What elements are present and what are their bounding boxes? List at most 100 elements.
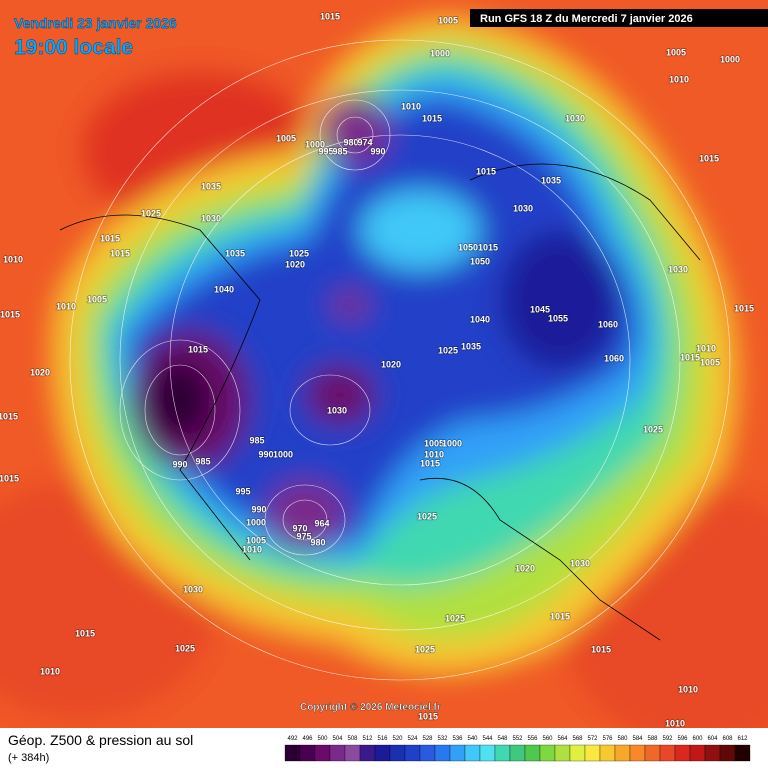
- isobar-label: 990: [251, 504, 266, 514]
- isobar-label: 1025: [175, 643, 195, 653]
- isobar-label: 1020: [285, 259, 305, 269]
- colorbar-label: 540: [467, 736, 478, 742]
- colorbar-cell: [644, 744, 661, 762]
- isobar-label: 1025: [643, 424, 663, 434]
- isobar-label: 1015: [478, 242, 498, 252]
- isobar-label: 1040: [470, 314, 490, 324]
- isobar-label: 1015: [110, 248, 130, 258]
- colorbar-label: 600: [692, 736, 703, 742]
- colorbar-label: 596: [677, 736, 688, 742]
- colorbar-label: 552: [512, 736, 523, 742]
- colorbar-cell: [659, 744, 676, 762]
- colorbar-label: 520: [392, 736, 403, 742]
- isobar-label: 990: [370, 146, 385, 156]
- colorbar-cell: [524, 744, 541, 762]
- colorbar-cell: [374, 744, 391, 762]
- colorbar-cell: [719, 744, 736, 762]
- colorbar-label: 548: [497, 736, 508, 742]
- isobar-label: 1025: [438, 345, 458, 355]
- isobar-label: 985: [195, 456, 210, 466]
- isobar-label: 1025: [415, 644, 435, 654]
- legend-title: Géop. Z500 & pression au sol: [8, 732, 193, 748]
- colorbar-label: 576: [602, 736, 613, 742]
- colorbar-cell: [464, 744, 481, 762]
- isobar-label: 1025: [417, 511, 437, 521]
- isobar-label: 1015: [320, 11, 340, 21]
- colorbar-cell: [569, 744, 586, 762]
- isobar-label: 1020: [381, 359, 401, 369]
- isobar-label: 1015: [420, 458, 440, 468]
- colorbar-label: 584: [632, 736, 643, 742]
- isobar-label: 1000: [246, 517, 266, 527]
- run-info: Run GFS 18 Z du Mercredi 7 janvier 2026: [480, 13, 693, 25]
- isobar-label: 1015: [734, 303, 754, 313]
- colorbar-cell: [599, 744, 616, 762]
- isobar-label: 1015: [591, 644, 611, 654]
- isobar-label: 995: [235, 486, 250, 496]
- colorbar-label: 612: [737, 736, 748, 742]
- isobar-label: 1000: [430, 48, 450, 58]
- colorbar-cell: [689, 744, 706, 762]
- colorbar-label: 608: [722, 736, 733, 742]
- isobar-label: 1030: [513, 203, 533, 213]
- isobar-label: 1015: [100, 233, 120, 243]
- isobar-label: 1000: [305, 139, 325, 149]
- isobar-label: 964: [314, 518, 329, 528]
- colorbar-cell: [359, 744, 376, 762]
- isobar-label: 1030: [327, 405, 347, 415]
- isobar-label: 1030: [565, 113, 585, 123]
- isobar-label: 1010: [401, 101, 421, 111]
- colorbar-label: 524: [407, 736, 418, 742]
- isobar-label: 1015: [422, 113, 442, 123]
- isobar-label: 1045: [530, 304, 550, 314]
- isobar-label: 1010: [696, 343, 716, 353]
- colorbar-label: 492: [287, 736, 298, 742]
- isobar-label: 1015: [418, 711, 438, 721]
- colorbar-cell: [539, 744, 556, 762]
- isobar-label: 1035: [225, 248, 245, 258]
- forecast-time: 19:00 locale: [14, 36, 133, 59]
- isobar-label: 1035: [461, 341, 481, 351]
- colorbar-cell: [629, 744, 646, 762]
- isobar-label: 1020: [515, 563, 535, 573]
- isobar-label: 990: [258, 449, 273, 459]
- colorbar-label: 500: [317, 736, 328, 742]
- isobar-label: 1060: [604, 353, 624, 363]
- isobar-label: 995: [318, 146, 333, 156]
- isobar-label: 1040: [214, 284, 234, 294]
- isobar-label: 1005: [276, 133, 296, 143]
- isobar-label: 1005: [424, 438, 444, 448]
- isobar-label: 1010: [665, 718, 685, 728]
- isobar-label: 1030: [201, 213, 221, 223]
- isobar-label: 970: [292, 523, 307, 533]
- isobar-label: 1010: [56, 301, 76, 311]
- isobar-label: 1015: [75, 628, 95, 638]
- isobar-label: 975: [296, 531, 311, 541]
- isobar-label: 1030: [183, 584, 203, 594]
- colorbar-cell: [299, 744, 316, 762]
- colorbar-cell: [704, 744, 721, 762]
- legend: Géop. Z500 & pression au sol (+ 384h) 49…: [8, 732, 751, 764]
- run-box: [470, 9, 768, 27]
- forecast-date: Vendredi 23 janvier 2026: [14, 15, 177, 31]
- isobar-label: 1025: [141, 208, 161, 218]
- isobar-label: 1020: [30, 367, 50, 377]
- colorbar-cell: [404, 744, 421, 762]
- isobar-label: 1060: [598, 319, 618, 329]
- isobar-label: 1050: [470, 256, 490, 266]
- colorbar-label: 512: [362, 736, 373, 742]
- isobar-label: 990: [172, 459, 187, 469]
- isobar-label: 1015: [699, 153, 719, 163]
- colorbar-label: 556: [527, 736, 538, 742]
- isobar-label: 1005: [87, 294, 107, 304]
- colorbar-cell: [419, 744, 436, 762]
- colorbar-cell: [479, 744, 496, 762]
- isobar-label: 1000: [720, 54, 740, 64]
- colorbar-label: 604: [707, 736, 718, 742]
- colorbar-label: 572: [587, 736, 598, 742]
- isobar-label: 1050: [458, 242, 478, 252]
- colorbar-cell: [554, 744, 571, 762]
- colorbar-label: 496: [302, 736, 313, 742]
